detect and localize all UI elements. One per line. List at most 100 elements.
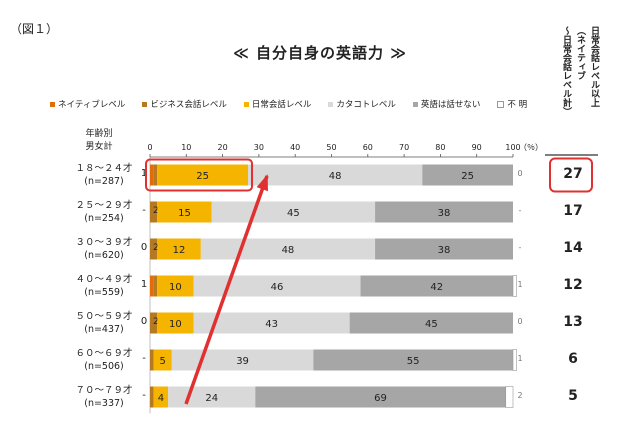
bar-value-label: 38: [438, 245, 451, 256]
bar-value-label: 10: [169, 282, 182, 293]
native-value-label: -: [142, 353, 146, 364]
bar-segment: [422, 164, 513, 186]
legend-item: 不 明: [497, 98, 527, 110]
side-column-header: 日常会話レベル以上 （ネイティブ 〜日常会話レベル計）: [548, 26, 604, 144]
figure-label: （図１）: [10, 22, 59, 36]
row-sample-size: (n=437): [84, 324, 124, 335]
bar-value-label: 25: [196, 171, 209, 182]
side-total-value: 17: [563, 203, 583, 219]
side-total-value: 27: [563, 166, 583, 182]
x-tick-label: 90: [472, 143, 482, 152]
native-value-label: -: [142, 205, 146, 216]
legend-item: 英語は話せない: [412, 98, 480, 110]
row-sample-size: (n=506): [84, 361, 124, 372]
bar-segment: [157, 312, 194, 334]
row-header: 年齢別 男女計: [70, 128, 128, 154]
x-tick-label: 50: [326, 143, 336, 152]
chart-legend: ネイティブレベル ビジネス会話レベル 日常会話レベル カタコトレベル 英語は話せない 不 …: [50, 98, 544, 110]
row-sample-size: (n=254): [84, 213, 124, 224]
bar-segment: [157, 164, 249, 186]
x-tick-label: 70: [399, 143, 409, 152]
bar-value-label: 39: [236, 356, 249, 367]
highlight-box-total: [549, 157, 593, 193]
highlight-arrow-head: [256, 174, 268, 192]
native-value-label: 0: [140, 316, 148, 327]
bar-segment: [349, 312, 513, 334]
bar-segment: [153, 275, 158, 297]
unknown-value-label: -: [518, 206, 522, 215]
bar-segment: [505, 386, 514, 408]
legend-item: ネイティブレベル: [50, 98, 125, 110]
bar-value-label: 45: [425, 319, 438, 330]
native-value-label: -: [142, 390, 146, 401]
bar-segment: [150, 238, 158, 260]
bar-value-label: 38: [438, 208, 451, 219]
row-age-label: ５０〜５９才: [75, 311, 133, 322]
unknown-value-label: 0: [517, 169, 523, 178]
x-tick-label: 30: [254, 143, 264, 152]
legend-swatch: [328, 102, 334, 107]
business-value-label: 2: [153, 206, 159, 216]
bar-segment: [150, 312, 158, 334]
bar-segment: [375, 201, 513, 223]
bar-value-label: 4: [158, 393, 164, 404]
row-sample-size: (n=559): [84, 287, 124, 298]
side-total-value: 12: [563, 277, 583, 293]
row-sample-size: (n=287): [84, 176, 124, 187]
x-tick-label: 60: [363, 143, 373, 152]
bar-segment: [157, 275, 194, 297]
bar-segment: [375, 238, 513, 260]
row-age-label: ３０〜３９才: [75, 237, 133, 248]
bar-segment: [153, 386, 169, 408]
axis-unit-label: （％）: [519, 143, 543, 152]
unknown-value-label: 0: [517, 317, 523, 326]
bar-value-label: 42: [430, 282, 443, 293]
bar-segment: [157, 201, 212, 223]
bar-segment: [153, 349, 172, 371]
highlight-box-bar: [145, 158, 254, 192]
bar-value-label: 15: [178, 208, 191, 219]
legend-label: 不 明: [507, 100, 528, 110]
bar-segment: [193, 312, 350, 334]
row-age-label: ４０〜４９才: [75, 274, 133, 285]
bar-segment: [171, 349, 314, 371]
row-sample-size: (n=337): [84, 398, 124, 409]
bar-value-label: 69: [374, 393, 387, 404]
bar-segment: [150, 386, 154, 408]
legend-swatch: [412, 102, 418, 107]
legend-item: 日常会話レベル: [243, 98, 311, 110]
side-header-col3: 〜日常会話レベル計）: [561, 26, 571, 116]
bar-value-label: 24: [205, 393, 218, 404]
native-value-label: 1: [140, 168, 148, 179]
x-tick-label: 40: [290, 143, 300, 152]
bar-value-label: 43: [265, 319, 278, 330]
side-total-value: 5: [568, 388, 578, 404]
legend-item: ビジネス会話レベル: [142, 98, 227, 110]
x-tick-label: 10: [181, 143, 191, 152]
side-header-col2: （ネイティブ: [575, 26, 585, 80]
bar-value-label: 48: [282, 245, 295, 256]
business-value-label: 2: [153, 317, 159, 327]
side-total-value: 6: [568, 351, 578, 367]
bar-segment: [157, 238, 201, 260]
bar-value-label: 48: [329, 171, 342, 182]
unknown-value-label: 1: [517, 280, 523, 289]
bar-segment: [153, 164, 158, 186]
legend-swatch: [142, 102, 148, 107]
business-value-label: 2: [153, 243, 159, 253]
native-value-label: 1: [140, 279, 148, 290]
legend-swatch: [497, 101, 505, 108]
side-total-value: 14: [563, 240, 583, 256]
bar-segment: [193, 275, 361, 297]
bar-segment: [150, 349, 154, 371]
legend-label: カタコトレベル: [336, 100, 396, 110]
x-tick-label: 100: [505, 143, 520, 152]
bar-segment: [150, 275, 154, 297]
chart-title: ≪ 自分自身の英語力 ≫: [233, 44, 407, 62]
bar-segment: [360, 275, 513, 297]
legend-label: ネイティブレベル: [58, 100, 126, 110]
bar-segment: [313, 349, 513, 371]
bar-segment: [255, 386, 506, 408]
bar-segment: [512, 275, 517, 297]
